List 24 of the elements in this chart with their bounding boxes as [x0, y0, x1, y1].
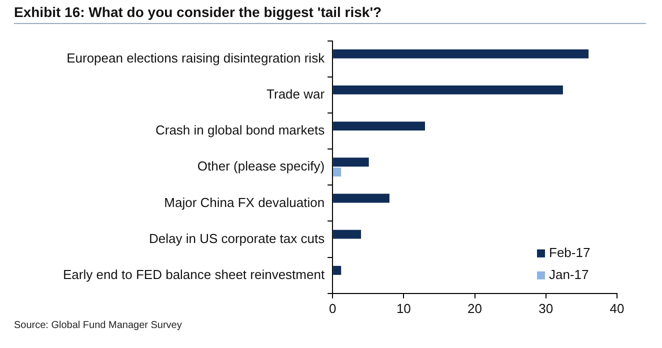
source-note: Source: Global Fund Manager Survey — [14, 320, 182, 331]
y-tick-label: Delay in US corporate tax cuts — [149, 230, 326, 246]
x-tick-label: 20 — [468, 300, 482, 316]
bar — [333, 158, 369, 167]
bar — [333, 266, 342, 275]
bar — [333, 49, 589, 58]
x-tick-label: 0 — [328, 300, 336, 316]
bar — [333, 122, 426, 131]
x-tick-label: 30 — [538, 300, 554, 316]
bar — [333, 194, 390, 203]
y-tick-label: Other (please specify) — [197, 158, 325, 174]
legend-label: Jan-17 — [549, 266, 589, 282]
text: Exhibit 16: What do you consider the biggest 'tail risk'? — [14, 4, 646, 24]
x-tick-label: 10 — [396, 300, 411, 316]
bar — [333, 230, 362, 239]
y-tick-label: European elections raising disintegration risk — [66, 50, 326, 66]
bar — [333, 168, 342, 177]
y-tick-label: Early end to FED balance sheet reinvestment — [62, 266, 325, 282]
bar — [333, 86, 563, 94]
y-tick-label: Trade war — [266, 86, 326, 102]
legend-label: Feb-17 — [549, 244, 590, 260]
y-tick-label: Crash in global bond markets — [155, 122, 326, 138]
x-tick-label: 40 — [610, 300, 624, 316]
y-tick-label: Major China FX devaluation — [164, 194, 325, 210]
